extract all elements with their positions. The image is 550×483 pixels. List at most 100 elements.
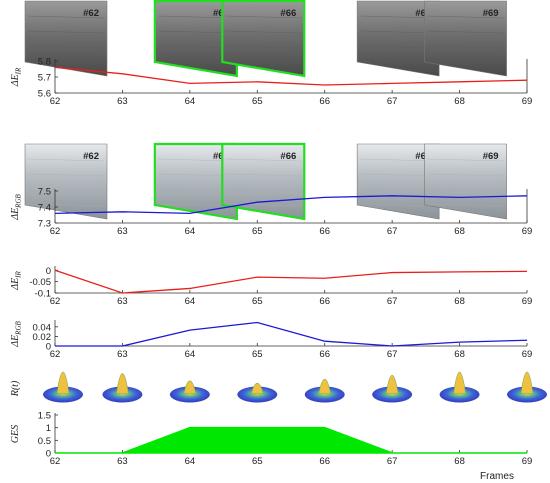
frame-texture xyxy=(27,158,105,162)
surface-thumbnail xyxy=(237,382,278,403)
x-tick-label: 63 xyxy=(117,226,128,237)
frame-label: #69 xyxy=(483,151,499,162)
x-tick-label: 67 xyxy=(387,456,398,467)
frame-label: #67 xyxy=(415,151,431,162)
y-label-sub: RGB xyxy=(15,193,23,208)
surface-peak xyxy=(116,373,129,394)
frame-image xyxy=(221,0,306,78)
frame-texture xyxy=(360,15,437,19)
y-tick-label: -0.1 xyxy=(35,289,51,300)
panel-1: 62 63 64 65 66 67 68 69 7.3 7.4 7.5 xyxy=(38,187,533,238)
x-tick-label: 66 xyxy=(319,456,330,467)
y-tick-label: 0.5 xyxy=(38,436,51,447)
frame-texture xyxy=(427,203,504,207)
series-line xyxy=(55,321,528,347)
frame-texture xyxy=(360,158,437,162)
x-tick-label: 62 xyxy=(50,456,61,467)
surface-base xyxy=(439,386,480,403)
surface-thumbnail xyxy=(439,371,480,403)
y-tick-label: 0 xyxy=(46,266,51,277)
x-tick-label: 66 xyxy=(319,296,330,307)
surface-base xyxy=(169,386,210,403)
x-tick-label: 66 xyxy=(319,226,330,237)
y-label-sub: IR xyxy=(15,67,23,75)
x-tick-label: 69 xyxy=(522,296,533,307)
panel-2: 62 63 64 65 66 67 68 69 0-0.05-0.1 xyxy=(29,266,532,307)
surface-thumbnail xyxy=(102,373,143,403)
y-tick-label: 7.4 xyxy=(38,203,51,214)
surface-peak xyxy=(385,374,399,394)
x-tick-label: 68 xyxy=(454,96,465,107)
x-tick-label: 69 xyxy=(522,96,533,107)
y-axis-label: ΔEIR xyxy=(10,67,23,87)
frame-image xyxy=(356,0,440,77)
y-tick-label: 0 xyxy=(46,342,51,353)
y-label-main: GES xyxy=(10,425,21,443)
y-tick-label: 7.3 xyxy=(38,219,51,230)
frame-texture xyxy=(225,30,302,34)
x-tick-label: 69 xyxy=(522,226,533,237)
frame-label: #62 xyxy=(83,8,99,19)
x-tick-label: 67 xyxy=(387,96,398,107)
frame-thumbnail: #62 xyxy=(24,0,108,77)
frame-texture xyxy=(225,188,302,192)
x-tick-label: 65 xyxy=(252,349,263,360)
y-label-sub: IR xyxy=(15,270,23,278)
surface-base xyxy=(304,386,345,403)
x-tick-label: 62 xyxy=(50,226,61,237)
frame-thumbnail: #62 xyxy=(24,143,108,220)
y-tick-label: 1.5 xyxy=(38,411,51,422)
x-tick-label: 67 xyxy=(387,226,398,237)
x-tick-label: 64 xyxy=(185,296,196,307)
y-tick-label: 5.6 xyxy=(38,89,51,100)
x-tick-label: 63 xyxy=(117,296,128,307)
panel-5: 62 63 64 65 66 67 68 69 0 0.5 11.5 Frames xyxy=(38,411,533,483)
frame-texture xyxy=(427,158,504,162)
surface-thumbnail xyxy=(304,378,345,403)
frame-texture xyxy=(27,15,105,19)
y-tick-label: 0.02 xyxy=(33,332,52,343)
surface-peak xyxy=(56,371,70,394)
frame-label: #66 xyxy=(280,151,296,162)
y-tick-label: 1 xyxy=(46,423,51,434)
frame-thumbnail: #66 xyxy=(221,0,306,78)
surface-base xyxy=(43,386,83,403)
x-tick-label: 68 xyxy=(454,296,465,307)
frame-image xyxy=(356,143,440,220)
x-tick-label: 63 xyxy=(117,96,128,107)
y-tick-label: 0.04 xyxy=(33,322,52,333)
frame-texture xyxy=(360,203,437,207)
x-tick-label: 62 xyxy=(50,296,61,307)
series-area xyxy=(55,426,527,454)
x-tick-label: 68 xyxy=(454,226,465,237)
x-tick-label: 66 xyxy=(319,96,330,107)
x-tick-label: 66 xyxy=(319,349,330,360)
frame-thumbnail: #66 xyxy=(221,142,306,221)
surface-peak xyxy=(453,371,466,394)
series-line xyxy=(54,195,528,215)
frame-texture xyxy=(225,203,302,207)
x-axis-label: Frames xyxy=(480,471,514,482)
surface-thumbnail xyxy=(507,371,547,403)
y-tick-label: -0.05 xyxy=(29,277,51,288)
frame-texture xyxy=(27,173,105,177)
x-tick-label: 62 xyxy=(50,96,61,107)
frame-texture xyxy=(27,45,105,49)
frame-image xyxy=(424,143,507,220)
frame-texture xyxy=(360,60,437,64)
y-axis-label: GES xyxy=(10,425,21,443)
panel-3: 62 63 64 65 66 67 68 69 00.020.04 xyxy=(33,320,532,360)
y-label-main: ΔE xyxy=(10,74,21,87)
surface-thumbnail xyxy=(372,374,413,403)
frame-texture xyxy=(27,188,105,192)
surface-peak xyxy=(318,378,332,394)
x-tick-label: 65 xyxy=(252,296,263,307)
surface-peak xyxy=(183,380,197,394)
frame-texture xyxy=(225,158,302,162)
frame-thumbnail: #69 xyxy=(424,143,507,220)
frame-image xyxy=(24,143,108,220)
frame-texture xyxy=(225,15,302,19)
frame-texture xyxy=(360,30,437,34)
y-axis-label: ΔERGB xyxy=(10,320,23,347)
x-tick-label: 65 xyxy=(252,96,263,107)
